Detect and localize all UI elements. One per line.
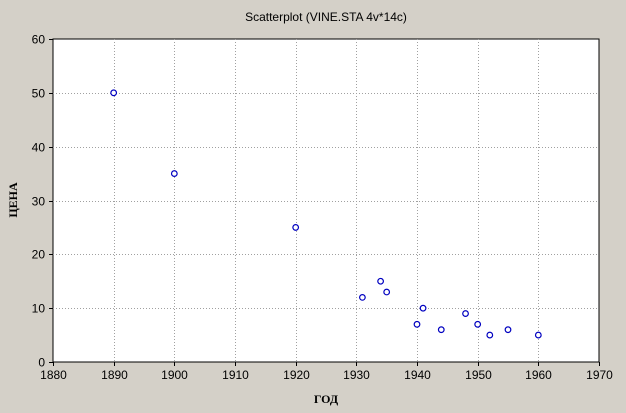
data-point	[474, 320, 482, 328]
x-tick-label: 1970	[586, 368, 613, 382]
data-point	[383, 288, 391, 296]
x-tick-label: 1900	[161, 368, 188, 382]
data-point	[110, 89, 118, 97]
y-tick-label: 40	[32, 141, 46, 155]
x-tick-label: 1940	[404, 368, 431, 382]
gridlines	[53, 39, 599, 362]
data-point	[437, 326, 445, 334]
y-tick-label: 60	[32, 33, 46, 47]
data-point	[292, 224, 300, 231]
chart-title: Scatterplot (VINE.STA 4v*14c)	[245, 10, 407, 24]
data-point	[419, 304, 427, 312]
data-point	[462, 310, 469, 317]
y-tick-label: 10	[32, 302, 46, 316]
y-tick-label: 50	[32, 87, 46, 101]
x-tick-label: 1920	[283, 368, 310, 382]
x-tick-label: 1890	[101, 368, 128, 382]
data-point	[504, 326, 512, 334]
data-point	[359, 294, 366, 301]
x-tick-label: 1950	[465, 368, 492, 382]
x-tick-label: 1960	[525, 368, 552, 382]
data-points	[110, 89, 542, 339]
plot-area	[52, 38, 600, 363]
data-point	[486, 331, 494, 339]
x-axis-label: ГОД	[314, 392, 339, 406]
y-tick-label: 0	[38, 356, 45, 370]
x-tick-label: 1880	[40, 368, 67, 382]
axes: 1880 1890 1900 1910 1920 1930 1940 1950 1960 1970…	[32, 33, 614, 383]
data-point	[534, 331, 542, 339]
data-point	[377, 277, 385, 285]
y-axis-label: ЦЕНА	[6, 182, 20, 218]
y-tick-label: 20	[32, 248, 46, 262]
data-point	[413, 320, 421, 328]
x-tick-label: 1910	[222, 368, 249, 382]
x-tick-label: 1930	[343, 368, 370, 382]
data-point	[170, 170, 178, 177]
y-tick-label: 30	[32, 195, 46, 209]
